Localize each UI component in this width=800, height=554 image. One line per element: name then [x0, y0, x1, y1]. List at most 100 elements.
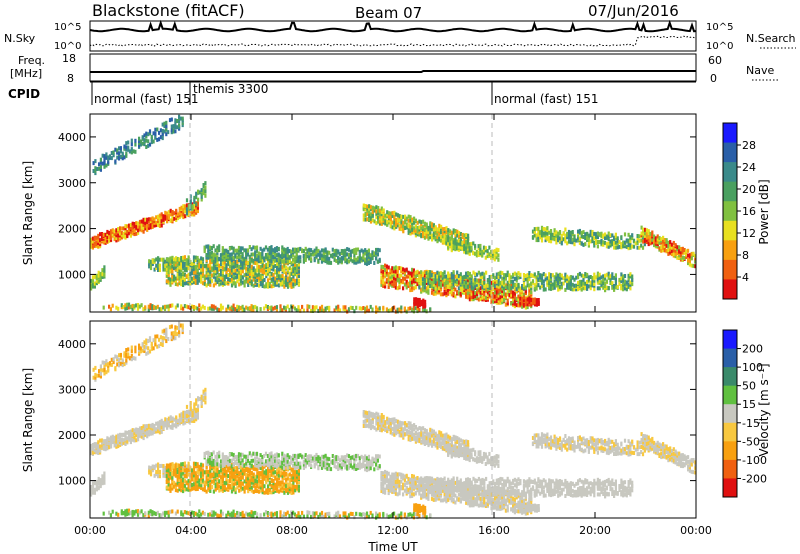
heatmap-cell: [187, 276, 190, 281]
heatmap-cell: [163, 328, 166, 333]
heatmap-cell: [331, 247, 334, 252]
heatmap-cell: [333, 308, 336, 313]
heatmap-cell: [162, 424, 165, 429]
heatmap-cell: [263, 264, 266, 269]
heatmap-cell: [200, 276, 203, 281]
heatmap-cell: [159, 135, 162, 140]
heatmap-cell: [413, 216, 416, 221]
heatmap-cell: [411, 280, 414, 285]
heatmap-cell: [328, 305, 331, 310]
heatmap-cell: [232, 264, 235, 269]
heatmap-cell: [611, 281, 614, 286]
heatmap-cell: [126, 302, 129, 307]
heatmap-cell: [283, 259, 286, 264]
heatmap-cell: [286, 249, 289, 254]
heatmap-cell: [382, 280, 385, 284]
heatmap-cell: [97, 451, 100, 455]
heatmap-cell: [191, 304, 194, 309]
heatmap-cell: [161, 335, 164, 340]
heatmap-cell: [466, 240, 469, 245]
heatmap-cell: [510, 292, 513, 297]
heatmap-cell: [660, 245, 663, 250]
heatmap-cell: [587, 235, 590, 240]
heatmap-cell: [553, 237, 556, 242]
heatmap-cell: [627, 284, 630, 289]
heatmap-cell: [611, 275, 614, 280]
heatmap-cell: [261, 275, 264, 280]
heatmap-cell: [622, 244, 625, 249]
heatmap-cell: [123, 155, 126, 160]
heatmap-cell: [167, 265, 170, 270]
heatmap-cell: [147, 304, 150, 309]
heatmap-cell: [378, 248, 381, 253]
heatmap-cell: [207, 263, 210, 268]
heatmap-cell: [193, 203, 196, 207]
heatmap-cell: [111, 438, 114, 443]
heatmap-cell: [430, 280, 434, 285]
heatmap-cell: [409, 231, 412, 236]
heatmap-cell: [488, 280, 491, 285]
heatmap-cell: [560, 236, 563, 241]
heatmap-cell: [125, 358, 128, 363]
heatmap-cell: [256, 273, 259, 278]
heatmap-cell: [101, 368, 104, 373]
heatmap-cell: [450, 230, 453, 235]
heatmap-cell: [234, 248, 237, 253]
heatmap-cell: [247, 279, 250, 284]
heatmap-cell: [165, 120, 168, 125]
heatmap-cell: [153, 258, 156, 263]
heatmap-cell: [209, 306, 212, 311]
heatmap-cell: [236, 259, 239, 264]
heatmap-cell: [613, 241, 616, 246]
heatmap-cell: [375, 221, 378, 226]
heatmap-cell: [256, 268, 259, 273]
heatmap-cell: [192, 270, 196, 275]
heatmap-cell: [117, 439, 120, 444]
heatmap-cell: [602, 240, 605, 245]
heatmap-cell: [95, 276, 98, 281]
heatmap-cell: [644, 237, 647, 241]
heatmap-cell: [441, 279, 444, 284]
heatmap-cell: [196, 255, 199, 260]
heatmap-cell: [210, 250, 213, 255]
heatmap-cell: [461, 232, 464, 237]
heatmap-cell: [119, 149, 122, 154]
heatmap-cell: [387, 278, 390, 283]
heatmap-cell: [432, 273, 435, 278]
heatmap-cell: [510, 286, 513, 291]
heatmap-cell: [439, 271, 443, 276]
heatmap-cell: [171, 274, 174, 279]
heatmap-cell: [313, 305, 316, 310]
heatmap-cell: [333, 249, 336, 254]
heatmap-cell: [365, 308, 369, 313]
heatmap-cell: [567, 239, 571, 244]
heatmap-cell: [284, 248, 287, 253]
heatmap-cell: [531, 235, 535, 240]
heatmap-cell: [371, 209, 374, 214]
heatmap-cell: [259, 281, 262, 286]
heatmap-cell: [97, 485, 100, 490]
heatmap-cell: [154, 338, 157, 343]
heatmap-cell: [605, 285, 608, 290]
heatmap-cell: [174, 336, 177, 341]
heatmap-cell: [178, 211, 181, 216]
heatmap-cell: [380, 212, 383, 217]
heatmap-cell: [294, 270, 297, 275]
heatmap-cell: [571, 240, 574, 245]
heatmap-cell: [441, 227, 444, 232]
heatmap-cell: [200, 267, 203, 272]
heatmap-cell: [484, 246, 487, 251]
heatmap-cell: [368, 206, 371, 211]
heatmap-cell: [106, 238, 109, 243]
heatmap-cell: [328, 260, 331, 265]
heatmap-cell: [230, 274, 234, 279]
heatmap-cell: [173, 257, 176, 262]
heatmap-cell: [149, 469, 153, 474]
heatmap-cell: [596, 286, 599, 291]
heatmap-cell: [122, 432, 125, 437]
heatmap-cell: [432, 235, 435, 240]
heatmap-cell: [166, 425, 169, 430]
heatmap-cell: [486, 283, 489, 288]
heatmap-cell: [195, 191, 198, 196]
heatmap-cell: [279, 257, 282, 262]
